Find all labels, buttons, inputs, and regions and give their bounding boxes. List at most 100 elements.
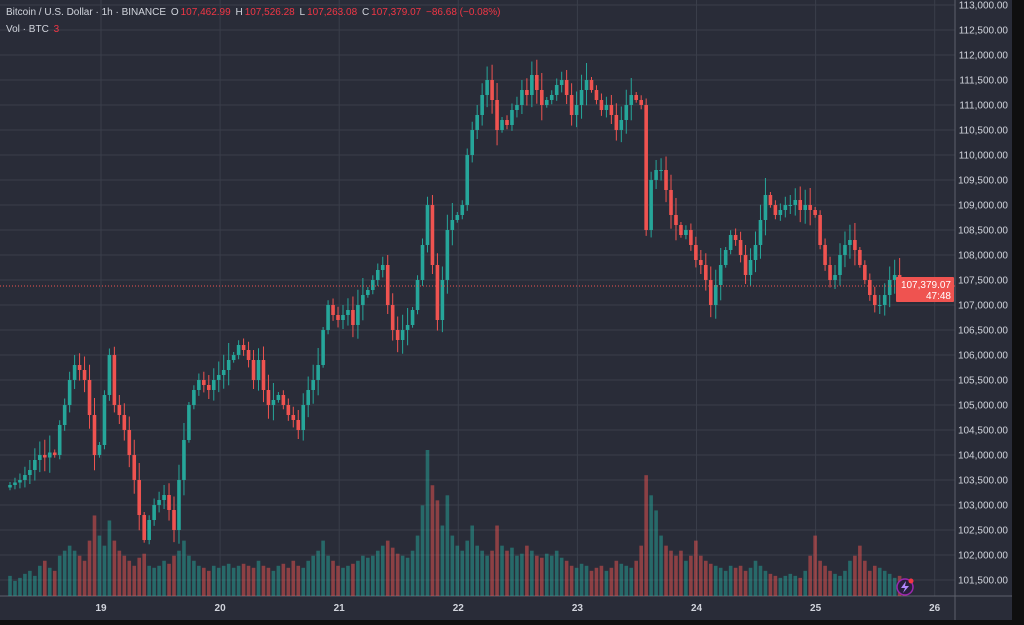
volume-bar [306,560,310,596]
candle-body [82,370,87,380]
candle-body [808,205,812,210]
y-tick-label: 105,000.00 [958,401,1008,412]
volume-bar [723,570,728,596]
volume-bar [410,550,415,596]
candle-body [490,80,494,100]
volume-bar [455,545,460,596]
candle-body [117,405,122,415]
candle-body [107,355,112,395]
y-tick-label: 103,000.00 [958,501,1008,512]
volume-bar [231,567,236,596]
volume-bar [520,553,524,596]
volume-bar [480,550,484,596]
volume-bar [689,555,693,596]
candle-body [246,350,251,360]
volume-bar [197,565,201,596]
candle-body [435,265,440,320]
x-tick-label: 25 [810,603,822,614]
candle-body [569,95,574,115]
volume-bar [390,547,395,596]
candle-body [634,95,639,100]
candle-body [8,485,12,488]
candle-body [798,200,803,210]
volume-bar [594,567,599,596]
volume-bar [47,567,52,596]
candle-body [281,395,286,405]
high-value: 107,526.28 [244,7,295,18]
volume-bar [132,565,137,596]
y-tick-label: 113,000.00 [959,1,1009,12]
volume-bar [758,565,763,596]
y-tick-label: 102,000.00 [958,551,1008,562]
volume-label[interactable]: Vol · BTC [6,24,49,35]
volume-bar [823,565,827,596]
candle-body [579,90,584,105]
y-tick-label: 106,000.00 [958,351,1008,362]
volume-bar [316,550,320,596]
volume-bar [669,550,673,596]
candle-body [266,390,271,405]
candle-body [72,365,77,380]
candle-body [629,95,634,105]
volume-bar [544,553,549,596]
candle-body [395,330,400,340]
volume-bar [485,555,489,596]
volume-bar [654,510,658,596]
x-tick-label: 23 [572,603,584,614]
y-tick-label: 106,500.00 [958,326,1008,337]
volume-bar [793,575,798,596]
candle-body [271,400,276,405]
volume-bar [649,495,653,596]
candle-body [311,380,315,390]
candle-body [674,215,678,225]
volume-bar [192,560,196,596]
candle-body [415,280,420,310]
current-price-label [896,277,954,303]
volume-bar [465,540,470,596]
y-tick-label: 111,500.00 [959,76,1008,87]
volume-bar [490,550,494,596]
y-tick-label: 112,000.00 [959,51,1009,62]
candle-body [480,95,484,115]
candle-body [872,295,877,305]
candle-body [525,90,529,95]
candle-body [18,480,22,483]
volume-bar [420,505,425,596]
volume-bar [773,575,778,596]
volume-bar [768,573,773,596]
volume-bar [216,567,221,596]
volume-bar [778,577,783,596]
candle-body [708,280,713,305]
candle-body [13,482,17,485]
volume-bar [445,495,450,596]
volume-bar [435,500,440,596]
candle-body [539,90,544,105]
volume-bar [117,550,122,596]
volume-bar [28,570,32,596]
volume-bar [23,573,27,596]
volume-bar [515,555,519,596]
candle-body [47,452,52,458]
volume-bar [142,553,146,596]
candle-body [589,80,594,90]
candle-body [316,365,320,380]
volume-bar [713,565,718,596]
candle-body [614,115,619,130]
volume-bar [604,570,609,596]
candle-body [375,270,380,280]
y-tick-label: 102,500.00 [958,526,1008,537]
candle-body [465,155,470,205]
candle-body [251,360,256,380]
x-tick-label: 19 [95,603,107,614]
candle-body [92,415,97,455]
candle-body [877,305,882,306]
candle-body [296,420,301,430]
candle-body [87,380,92,415]
candle-body [57,425,62,455]
candle-body [679,225,683,235]
y-tick-label: 111,000.00 [959,101,1008,112]
symbol-title[interactable]: Bitcoin / U.S. Dollar · 1h · BINANCE [6,7,167,18]
y-tick-label: 103,500.00 [958,476,1008,487]
